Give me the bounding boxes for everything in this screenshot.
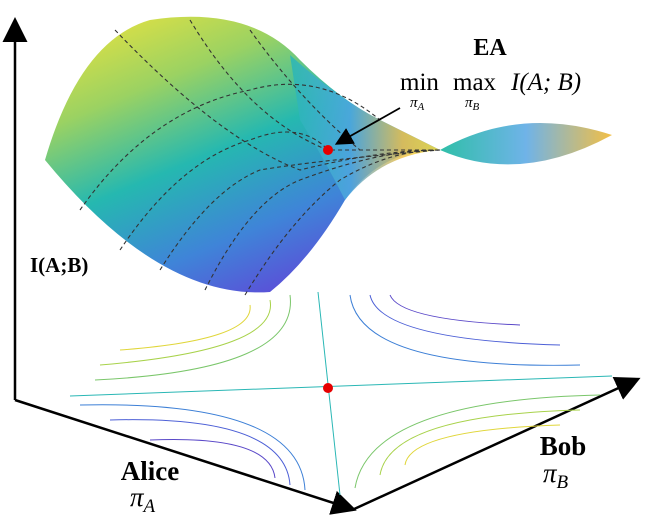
surface-grid (79, 19, 441, 296)
bob-axis (351, 376, 641, 512)
axes (2, 17, 641, 515)
alice-symbol: πA (130, 482, 156, 517)
contour (69, 375, 613, 397)
contour (389, 294, 521, 326)
saddle-point-projection (323, 383, 333, 393)
symbol: π (130, 482, 145, 512)
z-axis-label: I(A;B) (30, 253, 88, 277)
contour (109, 419, 291, 486)
contour (369, 294, 561, 346)
symbol: π (410, 95, 418, 111)
pointer-arrow (334, 107, 401, 145)
contour (379, 409, 581, 476)
symbol: π (465, 95, 473, 111)
index: A (417, 101, 425, 113)
surface-main (45, 16, 440, 293)
contour (317, 291, 341, 496)
contour (149, 439, 276, 479)
contour (94, 294, 291, 381)
min-subscript: πA (410, 95, 425, 113)
index: A (142, 496, 156, 517)
surface-right-wing (440, 123, 612, 165)
grid-curve (159, 149, 441, 271)
contour (119, 304, 251, 351)
contour (354, 394, 601, 489)
bob-label: Bob (540, 431, 587, 461)
alice-label: Alice (121, 456, 179, 486)
index: B (557, 472, 569, 493)
grid-curve (189, 19, 440, 151)
grid-curve (244, 149, 441, 296)
contour (99, 299, 271, 366)
alice-axis (14, 398, 357, 515)
contours (69, 291, 613, 496)
max-operator: max (453, 69, 497, 96)
grid-curve (119, 131, 329, 251)
contour (79, 404, 306, 491)
grid-curve (79, 83, 381, 211)
objective-expression: I(A; B) (510, 69, 581, 96)
min-operator: min (400, 69, 439, 96)
index: B (473, 101, 480, 113)
max-subscript: πB (465, 95, 480, 113)
contour (349, 294, 581, 366)
contour (404, 424, 561, 466)
ea-title: EA (473, 35, 507, 61)
surface (45, 16, 612, 296)
symbol: π (543, 458, 558, 488)
saddle-point (323, 145, 333, 155)
grid-curve (204, 149, 441, 291)
bob-symbol: πB (543, 458, 569, 493)
grid-curve (114, 29, 441, 171)
